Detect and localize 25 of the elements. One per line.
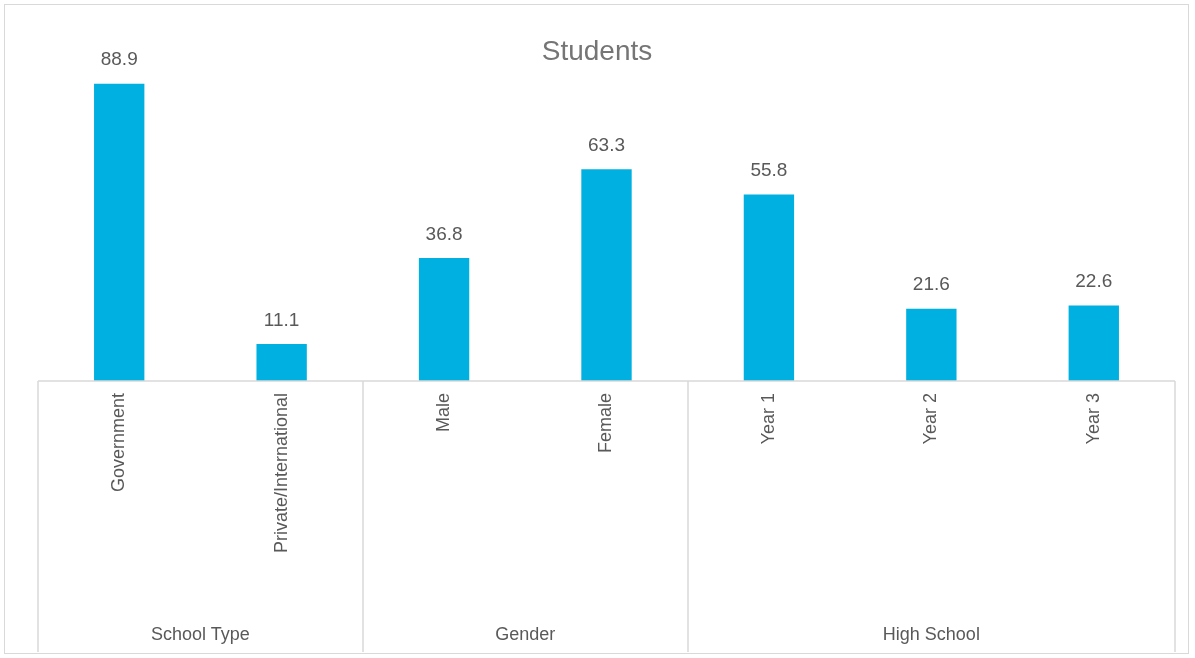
chart-title: Students bbox=[541, 34, 653, 66]
data-label: 22.6 bbox=[1075, 270, 1113, 292]
text: Gender bbox=[495, 623, 556, 644]
data-label: 63.3 bbox=[588, 134, 625, 156]
text: High School bbox=[882, 623, 980, 644]
text: School Type bbox=[151, 623, 250, 644]
bar bbox=[256, 343, 307, 381]
data-label: 55.8 bbox=[750, 159, 788, 181]
bar bbox=[743, 194, 795, 381]
data-label: 88.9 bbox=[100, 48, 138, 70]
x-tick-label: Government bbox=[108, 393, 129, 493]
bar bbox=[94, 83, 145, 381]
x-tick-label: Female bbox=[595, 393, 616, 454]
bar bbox=[1068, 305, 1119, 381]
x-tick-label: Private/International bbox=[270, 393, 291, 554]
x-tick-label: Year 1 bbox=[757, 393, 778, 445]
x-tick-label: Year 2 bbox=[920, 393, 941, 445]
data-label: 21.6 bbox=[912, 273, 950, 295]
bar bbox=[418, 257, 470, 381]
data-label: 11.1 bbox=[263, 308, 300, 330]
x-tick-label: Male bbox=[433, 393, 454, 433]
bar bbox=[581, 169, 632, 381]
data-label: 36.8 bbox=[425, 222, 463, 244]
bar bbox=[906, 308, 957, 381]
x-tick-label: Year 3 bbox=[1082, 393, 1103, 445]
